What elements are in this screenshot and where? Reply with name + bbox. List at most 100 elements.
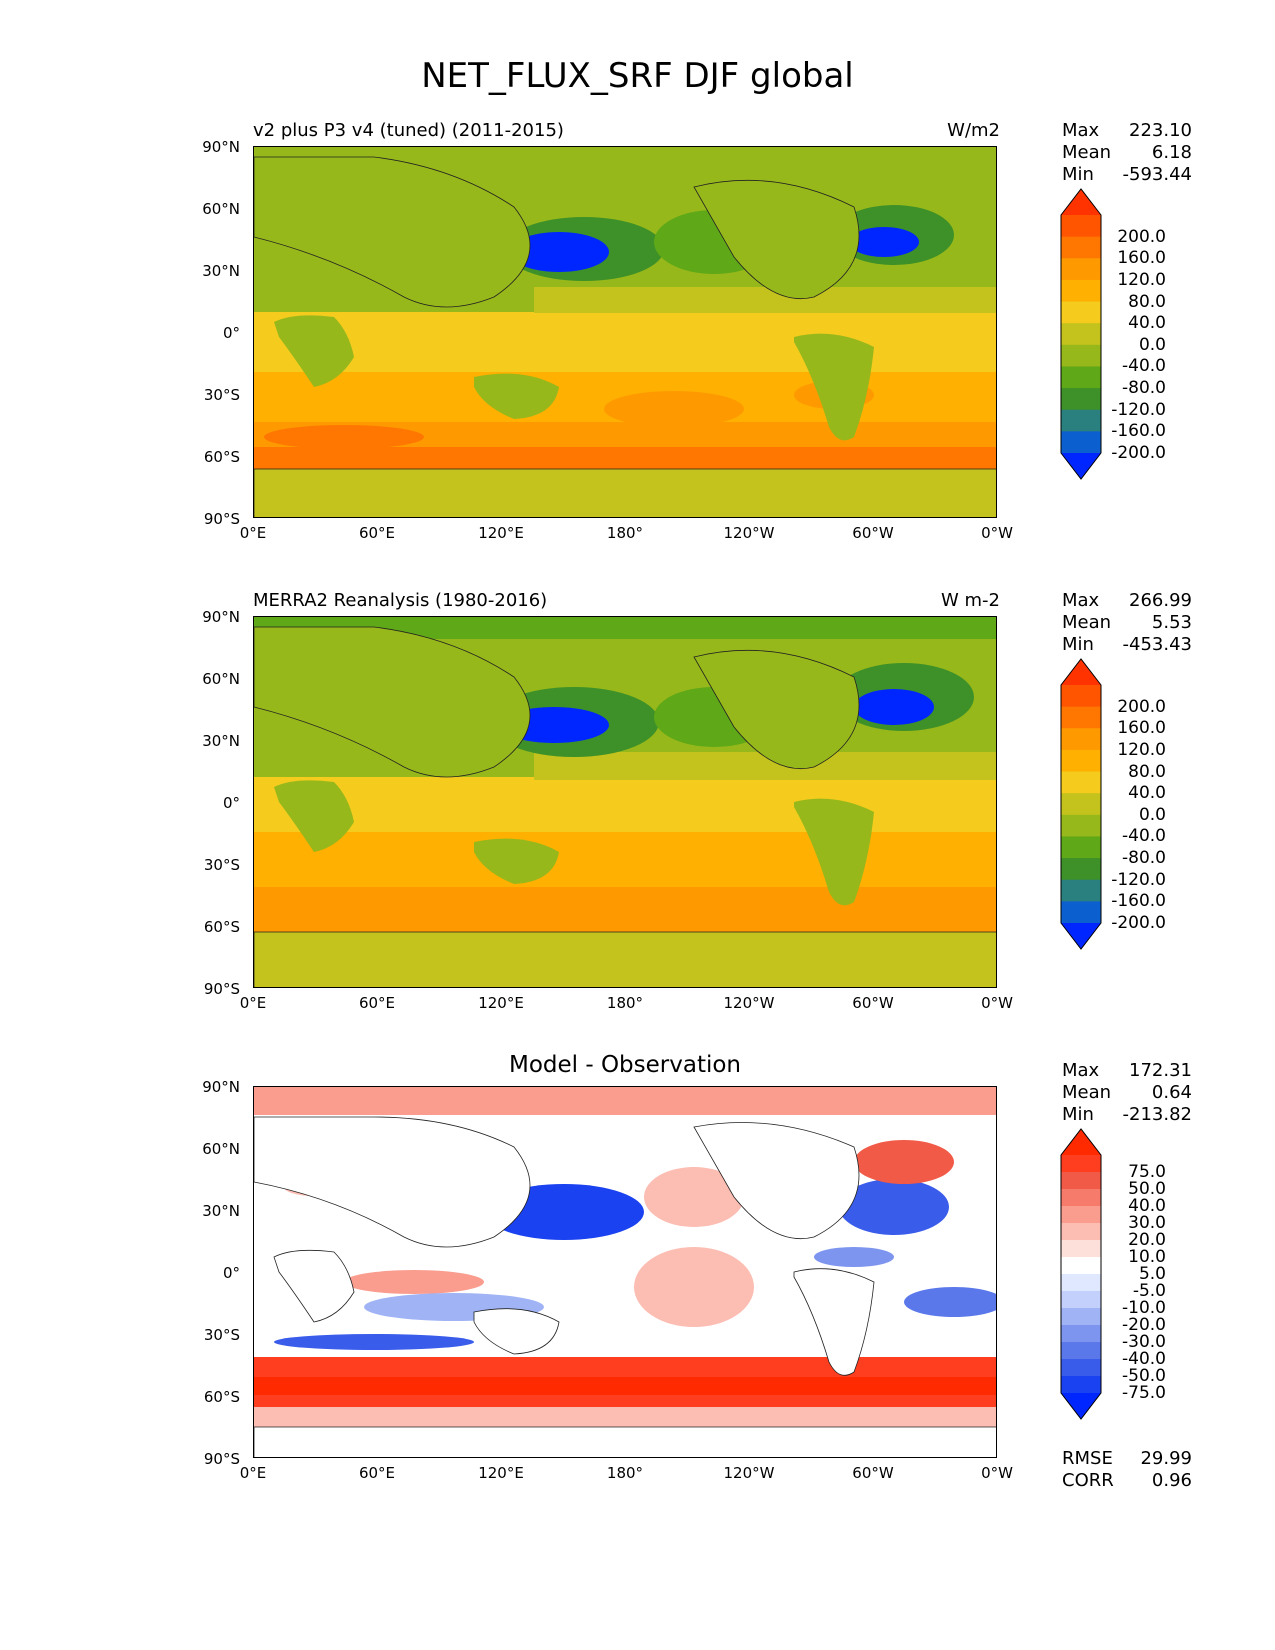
panel-subtitle: v2 plus P3 v4 (tuned) (2011-2015): [253, 120, 564, 141]
colorbar-tick-label: -80.0: [1122, 378, 1166, 399]
x-tick-label: 60°E: [358, 524, 396, 542]
colorbar-segment: [1061, 1223, 1101, 1241]
metrics-box: RMSE 29.99 CORR 0.96: [1062, 1448, 1192, 1492]
colorbar-tick-label: -160.0: [1111, 891, 1166, 912]
colorbar-segment: [1061, 366, 1101, 389]
colorbar-segment: [1061, 749, 1101, 773]
observation-map: [253, 616, 997, 988]
panel-model: v2 plus P3 v4 (tuned) (2011-2015) W/m2: [0, 120, 1275, 580]
colorbar: [1060, 1128, 1104, 1424]
colorbar-tick-label: -160.0: [1111, 421, 1166, 442]
stat-label: Mean: [1062, 612, 1112, 633]
colorbar-segment: [1061, 706, 1101, 729]
colorbar-segment: [1061, 1240, 1101, 1258]
stat-min: -453.43: [1122, 634, 1192, 655]
colorbar-tick-label: -120.0: [1111, 399, 1166, 420]
y-tick-label: 90°N: [202, 1078, 240, 1096]
colorbar-tick-label: -20.0: [1122, 1315, 1166, 1335]
x-tick-label: 0°W: [981, 524, 1013, 542]
metric-label: CORR: [1062, 1470, 1114, 1491]
x-tick-label: 180°: [606, 994, 644, 1012]
y-tick-label: 30°S: [203, 1326, 240, 1344]
stat-min: -593.44: [1122, 164, 1192, 185]
y-tick-label: 90°S: [203, 980, 240, 998]
colorbar-max-cap: [1061, 189, 1101, 215]
y-tick-label: 60°N: [202, 200, 240, 218]
colorbar-segment: [1061, 1274, 1101, 1292]
metric-corr: 0.96: [1151, 1470, 1192, 1491]
colorbar-segment: [1061, 1325, 1101, 1343]
y-tick-label: 90°S: [203, 1450, 240, 1468]
stat-mean: 0.64: [1151, 1082, 1192, 1103]
colorbar-min-cap: [1061, 923, 1101, 949]
stat-mean: 5.53: [1151, 612, 1192, 633]
colorbar-tick-label: 30.0: [1128, 1213, 1166, 1233]
colorbar-segment: [1061, 814, 1101, 837]
colorbar-segment: [1061, 409, 1101, 432]
x-tick-label: 120°W: [723, 994, 775, 1012]
colorbar-svg: [1060, 1128, 1102, 1420]
x-tick-label: 180°: [606, 524, 644, 542]
x-tick-label: 120°W: [723, 524, 775, 542]
colorbar-min-cap: [1061, 1393, 1101, 1419]
panel-observation: MERRA2 Reanalysis (1980-2016) W m-2 90°N…: [0, 590, 1275, 1050]
y-tick-label: 0°: [222, 324, 240, 342]
colorbar-tick-label: 10.0: [1128, 1247, 1166, 1267]
stat-label: Min: [1062, 164, 1094, 185]
colorbar-tick-label: -200.0: [1111, 443, 1166, 463]
colorbar-segment: [1061, 323, 1101, 346]
x-tick-label: 0°E: [239, 524, 267, 542]
colorbar-max-cap: [1061, 659, 1101, 685]
colorbar-segment: [1061, 728, 1101, 751]
colorbar-tick-label: -10.0: [1122, 1298, 1166, 1318]
colorbar-segment: [1061, 685, 1101, 708]
stat-label: Mean: [1062, 1082, 1112, 1103]
stat-max: 172.31: [1129, 1060, 1192, 1081]
x-tick-label: 60°W: [852, 1464, 894, 1482]
x-tick-label: 0°W: [981, 1464, 1013, 1482]
y-tick-label: 30°N: [202, 732, 240, 750]
colorbar-tick-label: 50.0: [1128, 1179, 1166, 1199]
colorbar-svg: [1060, 658, 1102, 950]
stat-label: Max: [1062, 1060, 1100, 1081]
colorbar-tick-label: 160.0: [1117, 718, 1166, 739]
model-map: [253, 146, 997, 518]
y-tick-label: 60°S: [203, 1388, 240, 1406]
colorbar-segment: [1061, 431, 1101, 454]
colorbar-tick-label: 80.0: [1128, 761, 1166, 782]
y-tick-label: 60°N: [202, 670, 240, 688]
stat-min: -213.82: [1122, 1104, 1192, 1125]
stat-label: Max: [1062, 590, 1100, 611]
y-tick-label: 0°: [222, 794, 240, 812]
x-tick-label: 120°E: [478, 524, 524, 542]
stat-label: Min: [1062, 634, 1094, 655]
x-tick-label: 120°E: [478, 994, 524, 1012]
colorbar-tick-label: 0.0: [1138, 334, 1166, 355]
colorbar-segment: [1061, 1189, 1101, 1207]
y-tick-label: 90°N: [202, 138, 240, 156]
stats-box: Max 172.31 Mean 0.64 Min -213.82: [1062, 1060, 1192, 1126]
figure-title: NET_FLUX_SRF DJF global: [421, 56, 854, 96]
colorbar-tick-label: 0.0: [1138, 804, 1166, 825]
y-tick-label: 60°S: [203, 918, 240, 936]
colorbar-tick-label: -40.0: [1122, 826, 1166, 847]
y-tick-label: 60°S: [203, 448, 240, 466]
colorbar-min-cap: [1061, 453, 1101, 479]
panel-units: W/m2: [947, 120, 1000, 141]
colorbar-outline: [1060, 1128, 1102, 1420]
colorbar-tick-label: 40.0: [1128, 783, 1166, 804]
colorbar-segment: [1061, 258, 1101, 281]
colorbar-max-cap: [1061, 1129, 1101, 1155]
panel-units: W m-2: [940, 590, 1000, 611]
y-tick-label: 30°N: [202, 262, 240, 280]
x-tick-label: 60°W: [852, 524, 894, 542]
x-tick-label: 120°W: [723, 1464, 775, 1482]
y-tick-label: 30°S: [203, 856, 240, 874]
y-tick-label: 30°S: [203, 386, 240, 404]
x-tick-label: 60°E: [358, 994, 396, 1012]
stat-mean: 6.18: [1151, 142, 1192, 163]
panel-subtitle: Model - Observation: [508, 1052, 742, 1078]
metric-label: RMSE: [1062, 1448, 1113, 1469]
stat-label: Min: [1062, 1104, 1094, 1125]
colorbar-segment: [1061, 1155, 1101, 1173]
